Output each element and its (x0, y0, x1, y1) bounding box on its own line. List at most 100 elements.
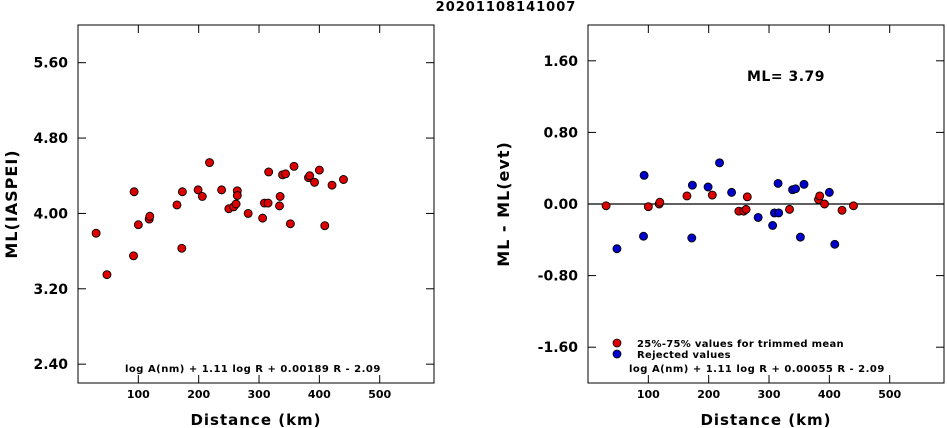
left-y-tick-label: 3.20 (33, 282, 68, 298)
left-x-tick-label: 300 (248, 388, 271, 401)
left-data-point-red (129, 187, 139, 197)
right-formula-annotation: log A(nm) + 1.11 log R + 0.00055 R - 2.0… (629, 364, 885, 375)
right-data-point-blue (727, 187, 737, 197)
left-panel-ml-iaspei: 2.40 3.20 4.00 4.80 5.60 100 200 300 400 500 log… (2, 24, 435, 428)
right-x-tick-label: 500 (878, 388, 901, 401)
left-y-ticks: 2.40 3.20 4.00 4.80 5.60 (33, 56, 434, 373)
right-y-ticks: -1.60 -0.80 0.00 0.80 1.60 (538, 54, 944, 356)
right-y-tick-label: -1.60 (538, 340, 579, 356)
legend-label-rejected: Rejected values (637, 350, 731, 361)
left-y-tick-label: 5.60 (33, 56, 68, 72)
left-data-point-red (217, 185, 227, 195)
right-data-point-blue (774, 208, 784, 218)
right-x-axis-label: Distance (km) (700, 411, 831, 428)
left-data-point-red (314, 165, 324, 175)
left-y-tick-label: 2.40 (33, 357, 68, 373)
right-data-point-blue (795, 232, 805, 242)
right-y-tick-label: 0.80 (543, 125, 578, 141)
left-data-point-red (133, 220, 143, 230)
left-data-point-red (231, 199, 241, 209)
left-data-point-red (275, 192, 285, 201)
left-data-point-red (232, 191, 242, 200)
left-formula-annotation: log A(nm) + 1.11 log R + 0.00189 R - 2.0… (125, 364, 381, 375)
right-data-point-blue (824, 187, 834, 197)
left-x-ticks: 100 200 300 400 500 (127, 25, 392, 401)
left-data-point-red (264, 167, 274, 177)
right-data-point-blue (753, 212, 763, 222)
right-data-point-red (785, 204, 794, 214)
left-data-point-red (320, 221, 330, 231)
left-data-point-red (172, 200, 182, 210)
right-data-point-red (643, 202, 653, 212)
right-points (601, 158, 858, 254)
right-data-point-red (820, 199, 829, 209)
right-x-tick-label: 100 (637, 388, 660, 401)
right-panel-ml-residual: -1.60 -0.80 0.00 0.80 1.60 100 200 300 400 500 M… (494, 24, 945, 428)
left-data-point-red (205, 158, 214, 167)
right-y-axis-label: ML - ML(evt) (494, 141, 513, 267)
right-x-tick-label: 400 (818, 388, 841, 401)
left-y-axis-label: ML(IASPEI) (2, 149, 21, 258)
legend-label-trimmed-mean: 25%-75% values for trimmed mean (637, 339, 844, 350)
left-data-point-red (129, 251, 138, 261)
left-data-point-red (263, 198, 273, 208)
left-data-point-red (327, 180, 337, 190)
right-data-point-red (601, 201, 611, 211)
right-x-tick-label: 200 (697, 388, 720, 401)
left-data-point-red (177, 243, 187, 253)
left-data-point-red (310, 177, 319, 187)
right-data-point-blue (639, 170, 649, 180)
left-data-point-red (197, 192, 207, 201)
right-data-point-blue (715, 158, 724, 168)
left-y-tick-label: 4.00 (33, 206, 68, 222)
right-data-point-blue (791, 184, 801, 194)
right-y-tick-label: 0.00 (543, 197, 578, 213)
left-data-point-red (177, 187, 187, 197)
left-data-point-red (193, 185, 203, 195)
right-x-ticks: 100 200 300 400 500 (637, 25, 902, 401)
left-data-point-red (258, 213, 268, 223)
right-data-point-red (815, 191, 825, 201)
right-data-point-blue (639, 231, 648, 241)
left-plot-frame (77, 24, 435, 384)
figure-title: 20201108141007 (436, 0, 577, 15)
right-data-point-blue (687, 180, 697, 190)
ml-value-label: ML= 3.79 (747, 69, 825, 85)
left-data-point-red (289, 161, 299, 171)
left-x-axis-label: Distance (km) (190, 411, 321, 428)
left-data-point-red (281, 169, 291, 179)
left-y-tick-label: 4.80 (33, 131, 68, 147)
right-data-point-red (849, 201, 858, 211)
right-data-point-blue (612, 244, 622, 254)
left-x-tick-label: 400 (308, 388, 331, 401)
left-data-point-red (285, 219, 295, 229)
right-y-tick-label: 1.60 (543, 54, 578, 70)
right-data-point-red (837, 205, 847, 215)
left-data-point-red (91, 228, 101, 238)
right-data-point-blue (773, 178, 783, 188)
left-data-point-red (275, 201, 284, 211)
left-data-point-red (145, 211, 155, 221)
left-x-tick-label: 200 (187, 388, 210, 401)
right-data-point-red (742, 192, 752, 202)
left-x-tick-label: 100 (127, 388, 150, 401)
right-data-point-red (655, 197, 665, 207)
left-x-tick-label: 500 (368, 388, 391, 401)
left-data-point-red (305, 171, 315, 181)
right-data-point-red (707, 190, 717, 200)
legend-marker-blue (612, 349, 622, 359)
right-data-point-blue (703, 182, 713, 192)
right-data-point-blue (830, 239, 840, 249)
right-y-tick-label: -0.80 (538, 269, 579, 285)
right-x-tick-label: 300 (758, 388, 781, 401)
left-data-point-red (339, 175, 348, 184)
left-data-point-red (102, 270, 112, 280)
right-data-point-red (682, 191, 692, 201)
right-data-point-red (741, 204, 751, 214)
legend-marker-red (612, 338, 622, 348)
right-data-point-blue (687, 233, 697, 243)
right-data-point-blue (799, 179, 809, 189)
right-data-point-blue (768, 221, 778, 230)
left-points (91, 158, 348, 280)
